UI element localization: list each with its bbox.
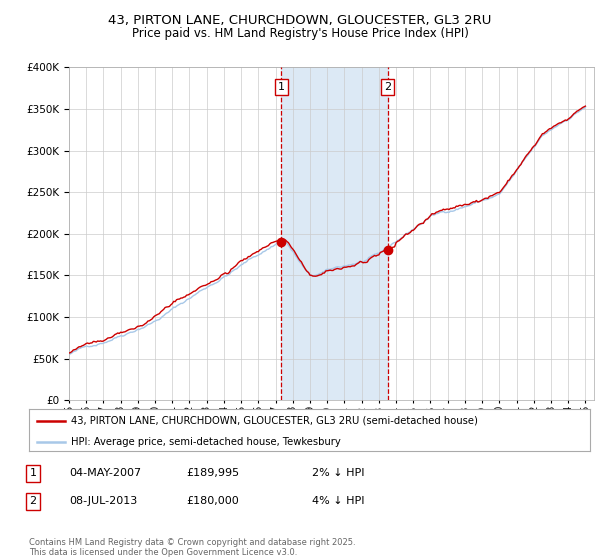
Text: 4% ↓ HPI: 4% ↓ HPI (312, 496, 365, 506)
Text: 04-MAY-2007: 04-MAY-2007 (69, 468, 141, 478)
Text: £180,000: £180,000 (186, 496, 239, 506)
Text: 1: 1 (29, 468, 37, 478)
Text: 2: 2 (29, 496, 37, 506)
Text: Price paid vs. HM Land Registry's House Price Index (HPI): Price paid vs. HM Land Registry's House … (131, 27, 469, 40)
Text: HPI: Average price, semi-detached house, Tewkesbury: HPI: Average price, semi-detached house,… (71, 437, 341, 446)
Text: 1: 1 (278, 82, 285, 92)
Text: 43, PIRTON LANE, CHURCHDOWN, GLOUCESTER, GL3 2RU: 43, PIRTON LANE, CHURCHDOWN, GLOUCESTER,… (109, 14, 491, 27)
Text: 43, PIRTON LANE, CHURCHDOWN, GLOUCESTER, GL3 2RU (semi-detached house): 43, PIRTON LANE, CHURCHDOWN, GLOUCESTER,… (71, 416, 478, 426)
Text: 08-JUL-2013: 08-JUL-2013 (69, 496, 137, 506)
Text: 2% ↓ HPI: 2% ↓ HPI (312, 468, 365, 478)
Text: £189,995: £189,995 (186, 468, 239, 478)
Text: Contains HM Land Registry data © Crown copyright and database right 2025.
This d: Contains HM Land Registry data © Crown c… (29, 538, 355, 557)
Text: 2: 2 (384, 82, 391, 92)
Bar (281, 67, 388, 400)
